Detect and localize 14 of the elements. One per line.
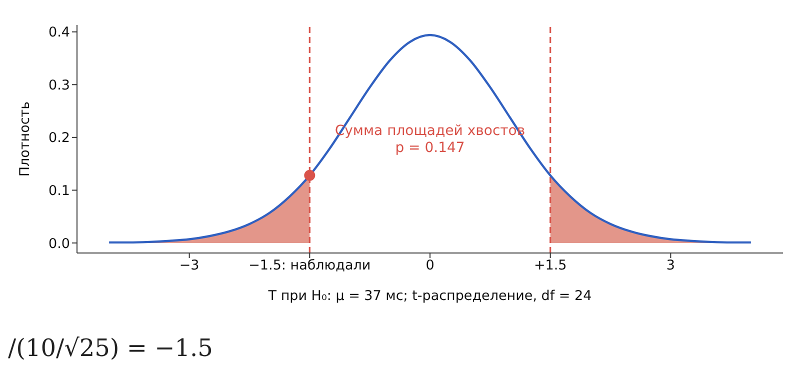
x-tick-label: +1.5 — [534, 258, 567, 274]
line-series — [108, 34, 752, 244]
y-tick-label: 0.2 — [48, 130, 70, 146]
y-tick-label: 0.0 — [48, 236, 70, 252]
x-tick-label: −3 — [179, 258, 200, 274]
x-tick-label: 0 — [426, 258, 434, 274]
text: /(10/√25) = −1.5 — [8, 334, 213, 362]
y-tick-label: 0.3 — [48, 77, 70, 94]
x-tick-label: 3 — [666, 258, 675, 274]
y-axis-title: Плотность — [16, 101, 33, 177]
x-tick-label: −1.5: наблюдали — [248, 258, 371, 274]
y-tick-label: 0.1 — [48, 182, 70, 199]
y-tick-label: 0.4 — [48, 24, 70, 41]
x-axis-title: T при H₀: μ = 37 мс; t-распределение, df = 24 — [267, 288, 592, 304]
